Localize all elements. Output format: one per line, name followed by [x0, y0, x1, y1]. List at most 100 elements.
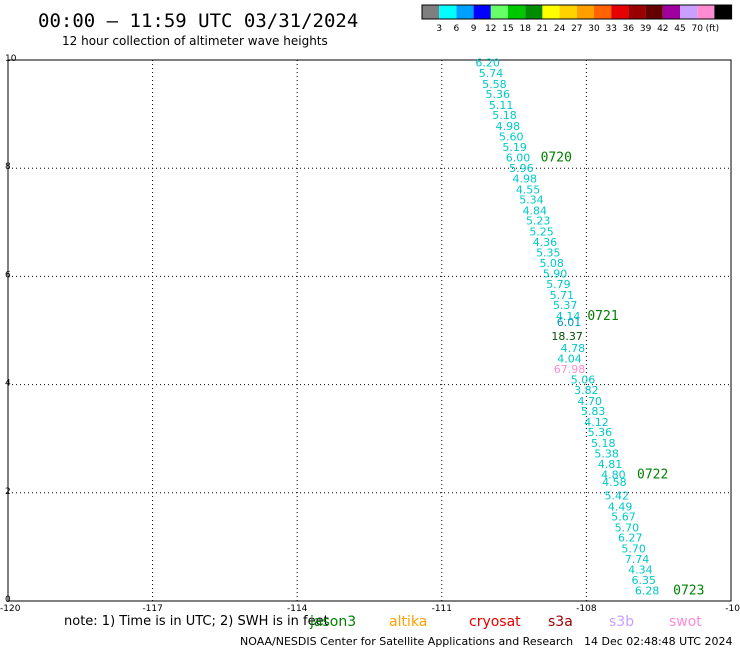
satellite-name: s3a [548, 614, 573, 630]
wave-height-label: 5.67 [611, 511, 636, 524]
x-tick-label: -114 [287, 604, 308, 614]
footer-note: note: 1) Time is in UTC; 2) SWH is in fe… [64, 614, 329, 629]
credit-text: NOAA/NESDIS Center for Satellite Applica… [240, 635, 573, 648]
wave-height-label: 6.01 [557, 316, 582, 329]
wave-height-label: 4.84 [523, 204, 548, 217]
wave-height-label: 6.27 [618, 532, 643, 545]
color-swatch [439, 5, 457, 19]
wave-height-label: 5.96 [509, 162, 534, 175]
color-scale-frame [421, 4, 733, 20]
x-tick-label: -108 [576, 604, 597, 614]
wave-height-label: 4.49 [608, 500, 633, 513]
wave-height-label: 5.70 [621, 543, 646, 556]
wave-height-label: 5.74 [479, 67, 504, 80]
satellite-legend: jason3 altika cryosat s3a s3b swot [309, 614, 702, 630]
wave-height-label: 5.34 [519, 194, 544, 207]
satellite-name: s3b [609, 614, 634, 630]
color-scale-label: 18 [519, 24, 531, 34]
wave-height-label: 4.70 [578, 395, 603, 408]
y-tick-label: 8 [5, 162, 11, 172]
wave-height-label: 4.80 [601, 468, 626, 481]
color-swatch [611, 5, 629, 19]
wave-height-label: 5.18 [591, 437, 616, 450]
wave-height-label: 6.20 [475, 57, 500, 70]
wave-height-label: 5.06 [571, 374, 596, 387]
wave-height-label: 6.35 [632, 574, 657, 587]
wave-height-label: 4.12 [584, 416, 609, 429]
color-scale-label: 70 [691, 24, 703, 34]
wave-height-label: 5.36 [485, 88, 510, 101]
color-swatch [508, 5, 526, 19]
color-swatch [542, 5, 560, 19]
wave-height-label: 4.36 [533, 236, 558, 249]
unit-label: (ft) [706, 24, 720, 34]
color-scale-label: 21 [537, 24, 548, 34]
wave-height-label: 5.37 [553, 299, 578, 312]
wave-height-label: 4.98 [512, 172, 537, 185]
color-scale-label: 42 [657, 24, 668, 34]
x-tick-label: -10 [725, 604, 740, 614]
wave-height-label: 5.90 [543, 268, 568, 281]
wave-height-label: 5.36 [588, 426, 613, 439]
color-scale-label: 33 [605, 24, 616, 34]
color-swatch [525, 5, 543, 19]
wave-height-label: 6.28 [635, 585, 660, 598]
generated-timestamp: 14 Dec 02:48:48 UTC 2024 [584, 635, 732, 648]
wave-height-label: 4.98 [496, 120, 521, 133]
wave-height-label: 4.78 [561, 342, 586, 355]
grid-lines [8, 60, 731, 601]
color-swatch [456, 5, 474, 19]
wave-height-label: 7.74 [625, 553, 650, 566]
color-swatch [628, 5, 646, 19]
wave-height-label: 5.42 [605, 490, 630, 503]
x-tick-label: -117 [142, 604, 162, 614]
satellite-name: jason3 [309, 614, 356, 630]
wave-height-label: 4.55 [516, 183, 541, 196]
satellite-name: swot [669, 614, 702, 630]
wave-height-label: 5.18 [492, 109, 517, 122]
color-swatch [559, 5, 577, 19]
y-tick-label: 2 [5, 487, 11, 497]
pass-time-label: 0720 [541, 150, 572, 165]
y-tick-label: 4 [5, 379, 11, 389]
y-tick-label: 10 [5, 54, 17, 64]
pass-time-label: 0721 [587, 309, 618, 324]
color-swatch [697, 5, 715, 19]
wave-height-points: 6.205.745.585.365.115.184.985.605.196.00… [475, 57, 659, 598]
color-scale-label: 6 [454, 24, 460, 34]
wave-height-label: 5.79 [546, 278, 571, 291]
color-scale-label: 3 [436, 24, 442, 34]
pass-time-label: 0722 [637, 467, 668, 482]
color-scale-label: 15 [502, 24, 513, 34]
wave-height-label: 5.83 [581, 405, 606, 418]
y-axis-ticks: 0 2 4 6 8 10 [5, 54, 17, 605]
wave-height-label: 4.58 [602, 476, 627, 489]
color-swatch [594, 5, 612, 19]
color-swatch [662, 5, 680, 19]
wave-height-label: 5.19 [502, 141, 527, 154]
satellite-name: altika [389, 614, 427, 630]
y-tick-label: 0 [5, 595, 11, 605]
wave-height-label: 6.00 [506, 151, 531, 164]
wave-height-label: 4.14 [556, 310, 581, 323]
color-swatch [645, 5, 663, 19]
wave-height-label: 5.23 [526, 215, 551, 228]
color-scale-label: 27 [571, 24, 582, 34]
color-swatch [576, 5, 594, 19]
color-scale-label: 39 [640, 24, 652, 34]
color-swatch [680, 5, 698, 19]
wave-height-label: 18.37 [551, 330, 583, 343]
wave-height-label: 5.11 [489, 99, 514, 112]
pass-time-label: 0723 [673, 584, 704, 599]
color-swatch [490, 5, 508, 19]
wave-height-label: 4.04 [557, 353, 582, 366]
satellite-name: cryosat [469, 614, 521, 630]
y-tick-label: 6 [5, 270, 11, 280]
pass-time-labels: 0720 0721 0722 0723 [541, 150, 705, 598]
color-scale-label: 30 [588, 24, 600, 34]
wave-height-label: 5.70 [615, 521, 640, 534]
wave-height-label: 5.38 [594, 447, 619, 460]
color-swatch [473, 5, 491, 19]
wave-height-label: 5.25 [529, 225, 554, 238]
